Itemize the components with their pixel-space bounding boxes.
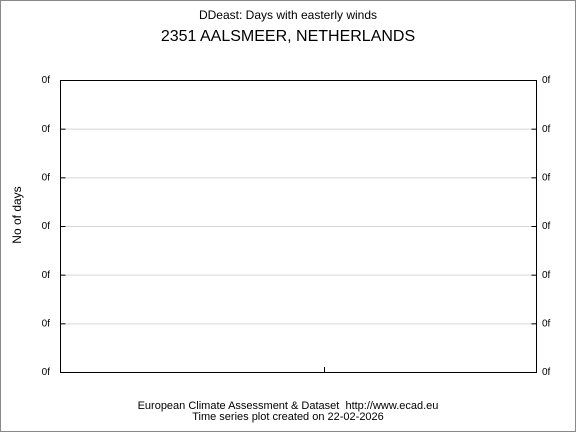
y-tick-label: 0f xyxy=(42,172,51,183)
y-tick-label-right: 0f xyxy=(542,124,551,135)
y-tick-label: 0f xyxy=(42,221,51,232)
y-tick-label-right: 0f xyxy=(542,221,551,232)
y-tick-label: 0f xyxy=(42,270,51,281)
y-tick-label: 0f xyxy=(42,75,51,86)
footer-line: European Climate Assessment & Dataset ht… xyxy=(138,400,439,412)
footer-line: Time series plot created on 22-02-2026 xyxy=(192,411,384,423)
y-tick-label: 0f xyxy=(42,367,51,378)
y-tick-label-right: 0f xyxy=(542,172,551,183)
chart-subtitle: 2351 AALSMEER, NETHERLANDS xyxy=(161,28,415,45)
y-tick-label: 0f xyxy=(42,318,51,329)
y-tick-label-right: 0f xyxy=(542,367,551,378)
y-tick-label: 0f xyxy=(42,124,51,135)
y-axis-label: No of days xyxy=(10,186,24,243)
y-tick-label-right: 0f xyxy=(542,270,551,281)
y-tick-label-right: 0f xyxy=(542,318,551,329)
chart-title: DDeast: Days with easterly winds xyxy=(199,8,377,22)
y-tick-label-right: 0f xyxy=(542,75,551,86)
